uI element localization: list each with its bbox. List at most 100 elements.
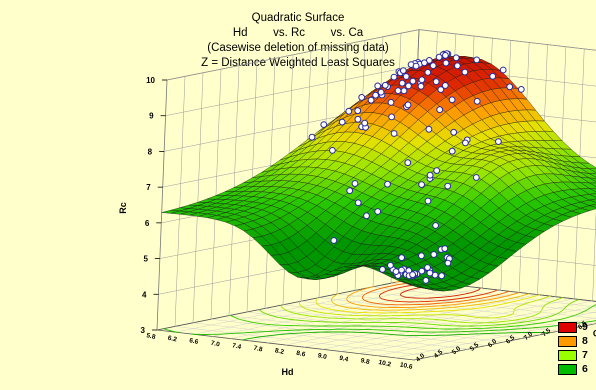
data-point — [387, 99, 395, 106]
data-point — [473, 56, 481, 64]
data-point — [412, 62, 420, 70]
data-point — [398, 254, 406, 262]
y-tick-label: 7.0 — [523, 331, 535, 342]
data-point — [441, 82, 449, 89]
data-point — [346, 187, 354, 195]
z-tick-label: 5 — [143, 255, 148, 264]
legend-label: 8 — [582, 335, 588, 347]
data-point — [506, 83, 514, 91]
data-point — [438, 272, 446, 280]
x-axis-label: Hd — [282, 367, 294, 377]
data-point — [351, 180, 359, 187]
data-point — [330, 237, 338, 244]
legend-item: 7 — [558, 348, 592, 362]
data-point — [374, 82, 382, 90]
data-point — [418, 181, 426, 189]
floor-contour — [280, 297, 564, 324]
data-point — [405, 82, 412, 90]
x-tick-label: 9.4 — [339, 355, 350, 364]
chart-subtitle-deletion: (Casewise deletion of missing data) — [207, 42, 389, 54]
data-point — [499, 66, 507, 74]
data-point — [444, 182, 452, 190]
data-point — [424, 69, 432, 76]
data-point — [425, 125, 433, 133]
data-point — [433, 167, 441, 175]
data-point — [374, 208, 382, 215]
data-point — [354, 115, 362, 123]
data-point — [426, 171, 434, 179]
data-point — [345, 107, 353, 115]
data-point — [404, 159, 412, 167]
chart-subtitle-variables: Hd vs. Rc vs. Ca — [232, 27, 364, 39]
data-point — [367, 96, 375, 104]
data-point — [517, 86, 525, 93]
data-point — [432, 222, 440, 229]
x-tick-label: 7.8 — [253, 345, 264, 354]
floor-contour — [331, 293, 530, 311]
data-point — [426, 269, 434, 277]
data-point — [399, 67, 407, 74]
data-point — [436, 106, 444, 114]
data-point — [387, 261, 394, 269]
data-point — [429, 62, 437, 70]
floor-contour — [361, 280, 510, 306]
y-tick-label: 9.0 — [595, 316, 596, 327]
z-tick-label: 8 — [148, 147, 153, 156]
data-point — [394, 87, 402, 95]
data-point — [338, 118, 346, 126]
legend-swatch — [558, 363, 577, 375]
data-point — [381, 81, 389, 89]
data-point — [392, 268, 400, 276]
data-point — [422, 277, 430, 284]
data-point — [417, 82, 425, 90]
data-point — [358, 94, 366, 101]
data-point — [377, 88, 385, 96]
floor-contours — [163, 279, 596, 341]
x-tick-label: 9.8 — [360, 357, 371, 366]
surface-facet — [407, 283, 426, 289]
legend-item: 9 — [558, 320, 592, 334]
y-tick-label: 6.0 — [487, 338, 499, 349]
data-point — [379, 266, 386, 273]
y-tick-label: 6.5 — [505, 334, 517, 345]
data-point — [437, 86, 445, 93]
data-point — [361, 119, 369, 127]
x-tick-label: 6.6 — [189, 337, 200, 346]
data-point — [363, 212, 370, 220]
x-tick-label: 10.2 — [378, 359, 392, 369]
x-tick-label: 7.4 — [231, 342, 242, 351]
legend-label: 9 — [582, 321, 588, 333]
data-point — [390, 130, 398, 137]
z-tick-label: 3 — [141, 326, 146, 335]
legend-swatch — [558, 335, 577, 347]
data-point — [448, 147, 456, 155]
x-tick-label: 6.2 — [167, 335, 178, 344]
data-point — [450, 128, 458, 136]
chart-subtitle-method: Z = Distance Weighted Least Squares — [201, 57, 395, 69]
data-point — [384, 180, 391, 188]
data-point — [430, 251, 438, 258]
legend-swatch — [558, 349, 577, 361]
data-point — [409, 271, 417, 279]
data-point — [402, 73, 410, 80]
data-point — [444, 259, 452, 267]
z-axis-label: Rc — [118, 202, 128, 214]
z-tick-label: 10 — [146, 76, 155, 85]
data-point — [424, 197, 432, 205]
y-tick-label: 5.5 — [469, 341, 481, 352]
x-tick-label: 10.6 — [399, 361, 413, 371]
data-point — [473, 97, 481, 105]
legend-swatch — [558, 321, 577, 333]
data-point — [452, 54, 460, 62]
z-tick-label: 4 — [142, 290, 147, 299]
z-tick-label: 6 — [145, 219, 150, 228]
data-point — [418, 267, 426, 275]
data-point — [390, 73, 398, 81]
data-point — [354, 107, 362, 115]
data-point — [404, 101, 412, 109]
data-point — [418, 76, 426, 84]
data-point — [454, 62, 461, 70]
legend-item: 6 — [558, 362, 592, 376]
data-point — [329, 147, 336, 154]
